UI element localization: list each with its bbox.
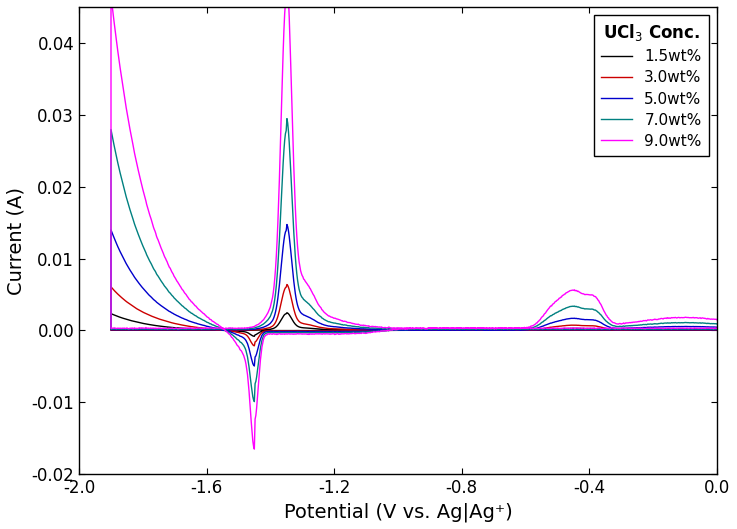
5.0wt%: [164, 307, 172, 314]
Line: 3.0wt%: 3.0wt%: [111, 285, 717, 346]
9.0wt%: [337, 317, 346, 324]
7.0wt%: [636, 322, 645, 328]
X-axis label: Potential (V vs. Ag|Ag⁺): Potential (V vs. Ag|Ag⁺): [284, 503, 512, 522]
7.0wt%: [282, 115, 291, 122]
Line: 9.0wt%: 9.0wt%: [111, 0, 717, 449]
9.0wt%: [690, 325, 699, 331]
3.0wt%: [636, 326, 645, 332]
5.0wt%: [121, 326, 130, 333]
9.0wt%: [636, 318, 645, 324]
5.0wt%: [636, 324, 645, 331]
9.0wt%: [164, 261, 172, 267]
Line: 5.0wt%: 5.0wt%: [111, 224, 717, 366]
9.0wt%: [495, 325, 504, 331]
3.0wt%: [337, 326, 346, 332]
7.0wt%: [713, 321, 722, 327]
9.0wt%: [713, 325, 722, 331]
9.0wt%: [250, 446, 259, 452]
3.0wt%: [495, 327, 504, 333]
9.0wt%: [121, 325, 130, 332]
Line: 7.0wt%: 7.0wt%: [111, 118, 717, 402]
5.0wt%: [713, 326, 722, 333]
5.0wt%: [337, 324, 346, 331]
1.5wt%: [337, 327, 346, 333]
1.5wt%: [250, 333, 259, 340]
7.0wt%: [164, 287, 172, 294]
7.0wt%: [495, 326, 504, 332]
3.0wt%: [250, 343, 259, 349]
1.5wt%: [636, 327, 645, 333]
9.0wt%: [713, 317, 722, 323]
7.0wt%: [121, 326, 130, 332]
3.0wt%: [713, 327, 722, 333]
3.0wt%: [282, 281, 291, 288]
7.0wt%: [250, 398, 259, 405]
5.0wt%: [713, 324, 722, 331]
5.0wt%: [495, 326, 504, 333]
3.0wt%: [121, 327, 130, 333]
5.0wt%: [282, 221, 291, 227]
Y-axis label: Current (A): Current (A): [7, 187, 26, 295]
1.5wt%: [713, 327, 722, 333]
3.0wt%: [713, 326, 722, 332]
1.5wt%: [121, 327, 130, 333]
5.0wt%: [250, 363, 259, 369]
7.0wt%: [713, 326, 722, 332]
1.5wt%: [164, 324, 172, 330]
3.0wt%: [690, 327, 699, 333]
5.0wt%: [690, 326, 699, 333]
1.5wt%: [713, 327, 722, 333]
1.5wt%: [495, 327, 504, 333]
1.5wt%: [282, 309, 291, 316]
Legend: 1.5wt%, 3.0wt%, 5.0wt%, 7.0wt%, 9.0wt%: 1.5wt%, 3.0wt%, 5.0wt%, 7.0wt%, 9.0wt%: [594, 15, 709, 157]
7.0wt%: [690, 326, 699, 332]
7.0wt%: [337, 322, 346, 328]
Line: 1.5wt%: 1.5wt%: [111, 313, 717, 336]
1.5wt%: [690, 327, 699, 333]
3.0wt%: [164, 318, 172, 325]
